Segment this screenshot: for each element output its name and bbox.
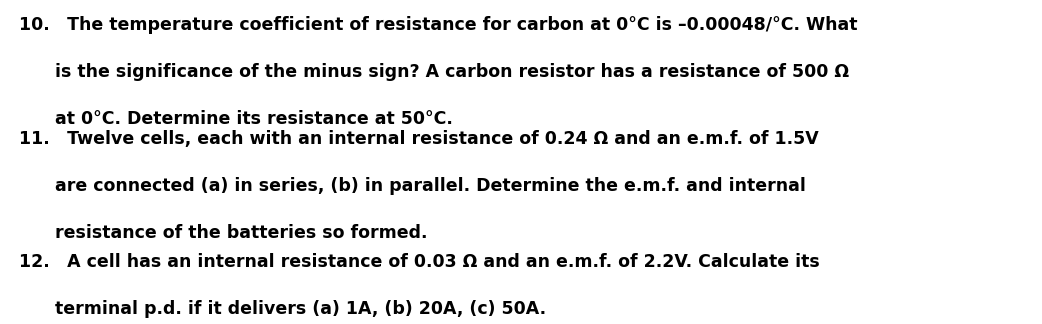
Text: 10. The temperature coefficient of resistance for carbon at 0°C is –0.00048/°C. : 10. The temperature coefficient of resis… [19, 16, 858, 34]
Text: 12. A cell has an internal resistance of 0.03 Ω and an e.m.f. of 2.2V. Calculate: 12. A cell has an internal resistance of… [19, 253, 819, 271]
Text: terminal p.d. if it delivers (a) 1A, (b) 20A, (c) 50A.: terminal p.d. if it delivers (a) 1A, (b)… [19, 300, 546, 318]
Text: is the significance of the minus sign? A carbon resistor has a resistance of 500: is the significance of the minus sign? A… [19, 63, 849, 81]
Text: at 0°C. Determine its resistance at 50°C.: at 0°C. Determine its resistance at 50°C… [19, 110, 452, 128]
Text: resistance of the batteries so formed.: resistance of the batteries so formed. [19, 224, 427, 242]
Text: are connected (a) in series, (b) in parallel. Determine the e.m.f. and internal: are connected (a) in series, (b) in para… [19, 177, 805, 195]
Text: 11. Twelve cells, each with an internal resistance of 0.24 Ω and an e.m.f. of 1.: 11. Twelve cells, each with an internal … [19, 130, 819, 148]
